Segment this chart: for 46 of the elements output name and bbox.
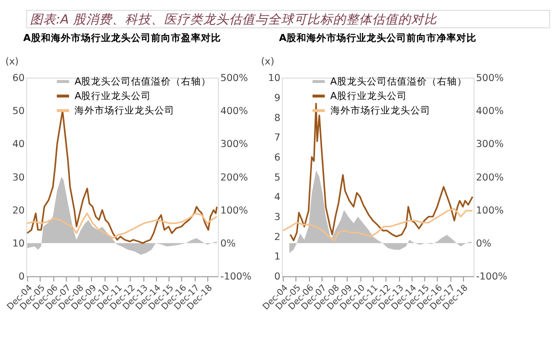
- y2-tick-label: 100%: [476, 205, 504, 216]
- y2-tick-label: 500%: [220, 73, 248, 84]
- y-tick-label: 7: [274, 132, 280, 144]
- legend-label: A股龙头公司估值溢价（右轴）: [74, 75, 212, 88]
- legend-label: 海外市场行业龙头公司: [74, 104, 175, 116]
- y2-tick-label: 0%: [220, 238, 236, 250]
- y-tick-label: 10: [12, 238, 25, 250]
- chart-title: A股和海外市场行业龙头公司前向市净率对比: [278, 32, 476, 44]
- y2-tick-label: 400%: [476, 106, 504, 118]
- y-axis-title: (x): [5, 56, 19, 68]
- y-axis-title: (x): [261, 56, 274, 68]
- y-tick-label: 1: [274, 252, 280, 263]
- y2-tick-label: 200%: [220, 172, 248, 184]
- y-tick-label: 30: [12, 172, 25, 184]
- line-series: [282, 208, 474, 242]
- y-tick-label: 40: [12, 139, 25, 150]
- y2-tick-label: 300%: [476, 139, 504, 150]
- y-tick-label: 8: [274, 112, 280, 124]
- y-tick-label: 20: [12, 205, 25, 216]
- y2-tick-label: 400%: [220, 106, 248, 118]
- y-tick-label: 60: [12, 73, 25, 84]
- legend-label: 海外市场行业龙头公司: [330, 104, 430, 116]
- legend-label: A股龙头公司估值溢价（右轴）: [330, 75, 467, 88]
- line-series: [290, 102, 474, 242]
- y-tick-label: 3: [274, 212, 280, 224]
- y-tick-label: 4: [274, 192, 280, 204]
- y-tick-label: 10: [268, 73, 280, 84]
- text: 图表:A 股消费、科技、医疗类龙头估值与全球可比标的整体估值的对比: [30, 11, 438, 26]
- y2-tick-label: 0%: [476, 238, 492, 250]
- y2-tick-label: 200%: [476, 172, 504, 184]
- y2-tick-label: -100%: [476, 272, 508, 283]
- y-tick-label: 9: [274, 92, 280, 104]
- legend-label: A股行业龙头公司: [330, 90, 407, 102]
- y-tick-label: 2: [274, 232, 280, 243]
- y2-tick-label: 500%: [476, 73, 504, 84]
- y2-tick-label: 300%: [220, 139, 248, 150]
- y-tick-label: 5: [274, 172, 280, 184]
- y-tick-label: 0: [274, 272, 280, 283]
- y2-tick-label: 100%: [220, 205, 248, 216]
- y-tick-label: 0: [18, 272, 25, 283]
- legend-label: A股行业龙头公司: [74, 90, 152, 102]
- chart-title: A股和海外市场行业龙头公司前向市盈率对比: [23, 32, 221, 44]
- y-tick-label: 50: [12, 106, 25, 118]
- y2-tick-label: -100%: [220, 272, 252, 283]
- line-series: [26, 212, 218, 239]
- y-tick-label: 6: [274, 152, 280, 164]
